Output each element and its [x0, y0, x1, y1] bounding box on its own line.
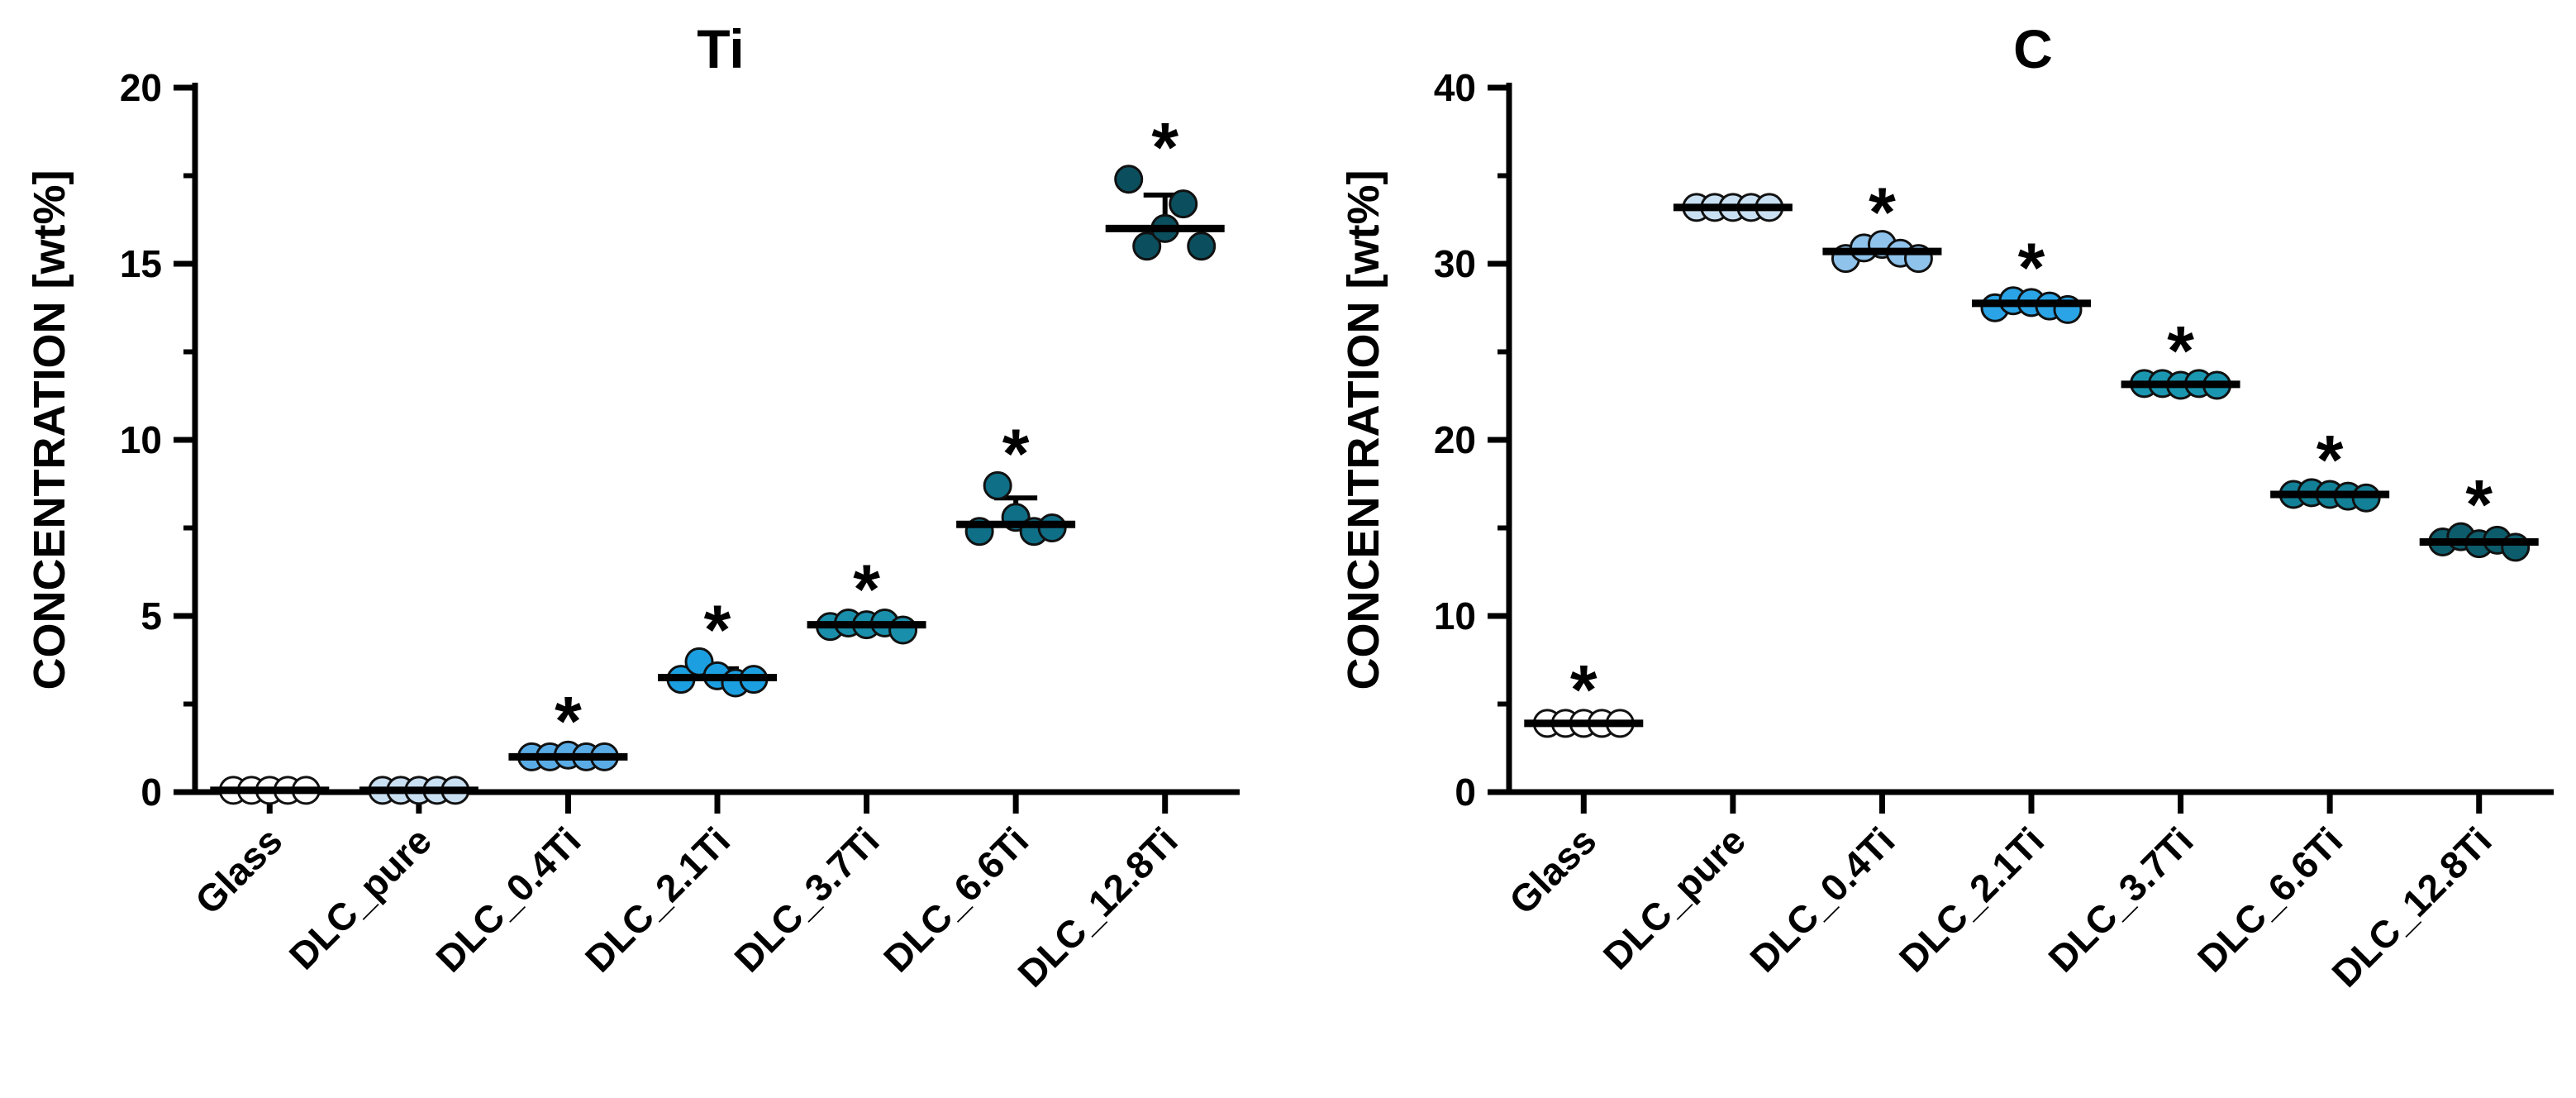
ti-significance-star: * — [1151, 108, 1178, 186]
ti-y-tick-label: 0 — [140, 771, 162, 814]
c-x-tick-label: DLC_2.1Ti — [1891, 819, 2052, 980]
ti-x-tick-label: DLC_0.4Ti — [427, 819, 588, 980]
c-x-tick-label: DLC_3.7Ti — [2040, 819, 2201, 980]
ti-chart-title: Ti — [697, 18, 744, 79]
ti-significance-star: * — [704, 590, 731, 668]
ti-data-point — [1187, 232, 1217, 261]
c-y-tick-label: 0 — [1455, 771, 1476, 814]
c-panel: C CONCENTRATION [wt%] 010203040GlassDLC_… — [1339, 18, 2554, 995]
c-x-tick-label: DLC_12.8Ti — [2323, 819, 2499, 995]
ti-x-tick-label: Glass — [187, 819, 290, 922]
ti-y-tick-label: 20 — [120, 66, 162, 109]
c-y-tick-label: 20 — [1434, 418, 1476, 461]
c-significance-star: * — [2018, 229, 2045, 307]
c-significance-star: * — [1869, 174, 1896, 251]
ti-y-axis-label: CONCENTRATION [wt%] — [25, 170, 74, 690]
ti-significance-star: * — [555, 682, 582, 760]
ti-significance-star: * — [1002, 414, 1030, 492]
c-x-tick-label: DLC_pure — [1595, 819, 1754, 977]
c-significance-star: * — [2167, 312, 2194, 389]
ti-panel: Ti CONCENTRATION [wt%] 05101520GlassDLC_… — [25, 18, 1240, 995]
ti-x-tick-label: DLC_2.1Ti — [577, 819, 738, 980]
ti-data-point — [1169, 189, 1198, 219]
ti-data-point — [983, 470, 1012, 500]
ti-y-tick-label: 15 — [120, 242, 162, 285]
ti-data-point — [888, 615, 918, 645]
c-x-tick-label: DLC_6.6Ti — [2189, 819, 2350, 980]
ti-x-tick-label: DLC_pure — [281, 819, 440, 977]
ti-x-tick-label: DLC_12.8Ti — [1009, 819, 1185, 995]
c-significance-star: * — [2316, 421, 2344, 499]
ti-data-point — [1132, 232, 1162, 261]
c-x-tick-label: DLC_0.4Ti — [1741, 819, 1902, 980]
c-data-point — [2501, 532, 2531, 562]
c-significance-star: * — [1570, 651, 1598, 728]
c-significance-star: * — [2465, 465, 2493, 543]
ti-x-tick-label: DLC_3.7Ti — [726, 819, 887, 980]
c-chart-title: C — [2013, 18, 2053, 79]
ti-x-tick-label: DLC_6.6Ti — [875, 819, 1036, 980]
ti-y-tick-label: 5 — [140, 594, 162, 637]
ti-data-point — [1114, 165, 1144, 194]
c-y-tick-label: 40 — [1434, 66, 1476, 109]
ti-significance-star: * — [853, 550, 880, 628]
c-x-tick-label: Glass — [1501, 819, 1604, 922]
ti-y-tick-label: 10 — [120, 418, 162, 461]
c-y-tick-label: 30 — [1434, 242, 1476, 285]
c-y-axis-label: CONCENTRATION [wt%] — [1339, 170, 1388, 690]
c-y-tick-label: 10 — [1434, 594, 1476, 637]
